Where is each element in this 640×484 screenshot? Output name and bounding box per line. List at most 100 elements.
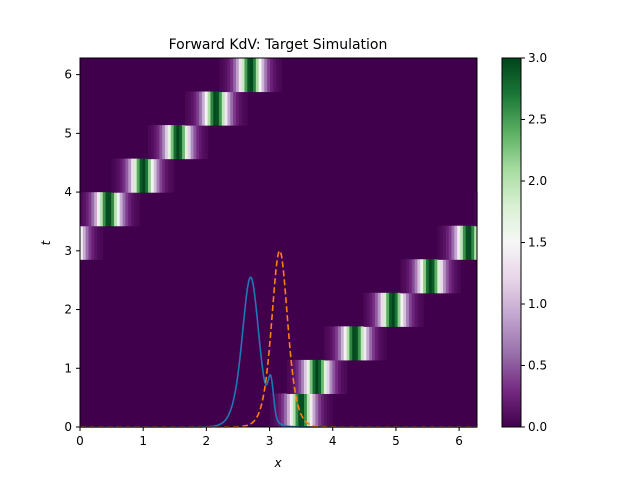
heatmap-cell [128,192,132,227]
heatmap-cell [374,292,379,327]
heatmap-cell [275,58,280,93]
heatmap-cell [235,91,240,126]
heatmap-cell [340,326,345,361]
heatmap-cell [156,125,160,160]
heatmap-cell [287,393,291,428]
heatmap-cell [190,91,195,126]
heatmap-cell [82,225,87,260]
heatmap-cell [414,259,419,294]
heatmap-cell [343,359,348,394]
colorbar-tick-label: 1.0 [528,297,547,311]
heatmap-cell [207,91,212,126]
heatmap-cell [360,326,365,361]
x-tick-label: 4 [329,434,337,448]
heatmap-cell [459,225,464,260]
heatmap-cell [292,393,297,428]
x-tick-label: 3 [266,434,274,448]
heatmap-cell [131,158,135,193]
heatmap-cell [94,225,98,260]
heatmap-cell [321,359,325,394]
heatmap-cell [272,58,277,93]
heatmap-cell [184,125,189,160]
heatmap-cell [165,158,169,193]
heatmap-cell [369,292,373,327]
heatmap-cell [363,326,368,361]
heatmap-cell [255,58,260,93]
heatmap-cell [210,91,214,126]
x-tick-label: 1 [139,434,147,448]
heatmap-cell [372,326,376,361]
heatmap-cell [403,292,407,327]
heatmap-cell [224,58,229,93]
heatmap-cell [380,326,385,361]
heatmap-cell [357,326,362,361]
heatmap-cell [230,91,234,126]
heatmap-cell [187,125,192,160]
heatmap-cell [289,393,294,428]
heatmap-cell [329,359,333,394]
heatmap-cell [91,192,95,227]
heatmap-cell [440,259,444,294]
heatmap-cell [238,58,243,93]
heatmap-cell [400,259,404,294]
x-axis-label: x [273,456,282,470]
colorbar-tick-label: 3.0 [528,51,547,65]
colorbar-tick-label: 1.5 [528,236,547,250]
heatmap-cell [187,91,192,126]
heatmap-cell [374,326,379,361]
heatmap-cell [170,158,175,193]
heatmap-cell [329,393,333,428]
heatmap-cell [431,259,436,294]
heatmap-cell [408,259,413,294]
heatmap-cell [442,225,447,260]
heatmap-cell [411,292,416,327]
heatmap-cell [153,158,158,193]
heatmap-cell [204,91,209,126]
heatmap-cell [281,393,285,428]
colorbar-tick-label: 2.0 [528,174,547,188]
heatmap-cell [428,259,433,294]
heatmap-cell [85,192,90,227]
heatmap-cell [295,393,299,428]
heatmap-cell [420,259,424,294]
heatmap-cell [162,158,166,193]
colorbar-tick-label: 2.5 [528,113,547,127]
heatmap-cell [252,58,257,93]
heatmap-cell [170,125,175,160]
heatmap-cell [471,225,475,260]
heatmap-cell [119,158,124,193]
heatmap-cell [406,292,410,327]
heatmap-cell [241,58,246,93]
heatmap-cell [235,58,240,93]
heatmap-cell [298,393,302,428]
heatmap-cell [386,292,390,327]
heatmap-cell [238,91,243,126]
x-tick-label: 6 [455,434,463,448]
heatmap-cell [338,326,342,361]
heatmap-cell [414,292,419,327]
heatmap-cell [227,91,231,126]
heatmap-cell [448,225,453,260]
heatmap-cell [199,91,203,126]
heatmap-cell [278,58,282,93]
heatmap-cell [423,259,427,294]
heatmap-cell [326,393,331,428]
heatmap-cell [102,192,107,227]
heatmap-cell [221,91,226,126]
heatmap-cell [227,58,231,93]
heatmap-cell [122,158,126,193]
heatmap-cell [173,125,178,160]
heatmap-cell [99,192,104,227]
heatmap-cell [80,192,84,227]
heatmap [80,58,478,428]
heatmap-cell [97,192,101,227]
heatmap-cell [411,259,416,294]
heatmap-cell [323,393,328,428]
heatmap-cell [468,225,472,260]
heatmap-cell [247,58,251,93]
heatmap-cell [335,326,339,361]
heatmap-cell [162,125,166,160]
heatmap-cell [133,158,138,193]
heatmap-cell [474,225,478,260]
heatmap-cell [267,58,271,93]
